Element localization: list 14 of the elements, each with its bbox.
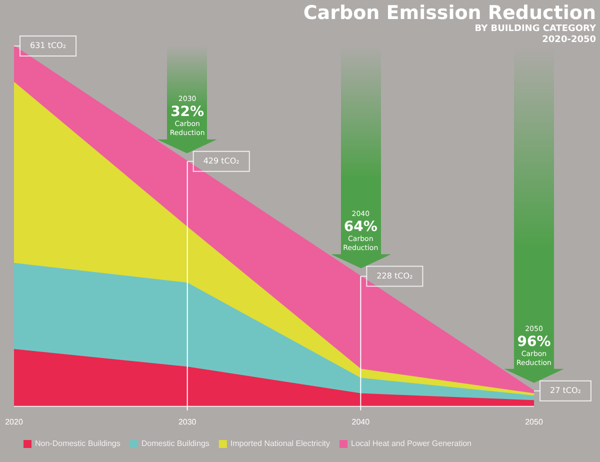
annotation: 228 tCO₂ [376,271,413,280]
chart-subtitle: BY BUILDING CATEGORY 2020-2050 [474,24,596,46]
chart-title: Carbon Emission Reduction [303,2,596,24]
annotation: 429 tCO₂ [203,156,240,166]
x-tick-label: 2050 [525,417,544,426]
annotation: 631 tCO₂ [30,41,66,50]
legend-label: Domestic Buildings [141,439,210,448]
x-tick-label: 2040 [352,417,370,426]
legend-label: Imported National Electricity [230,439,330,448]
annotation: 27 tCO₂ [550,386,581,395]
x-tick-label: 2020 [5,417,24,426]
legend-label: Local Heat and Power Generation [350,439,472,448]
legend-label: Non-Domestic Buildings [35,439,120,448]
x-tick-label: 2030 [178,417,197,426]
